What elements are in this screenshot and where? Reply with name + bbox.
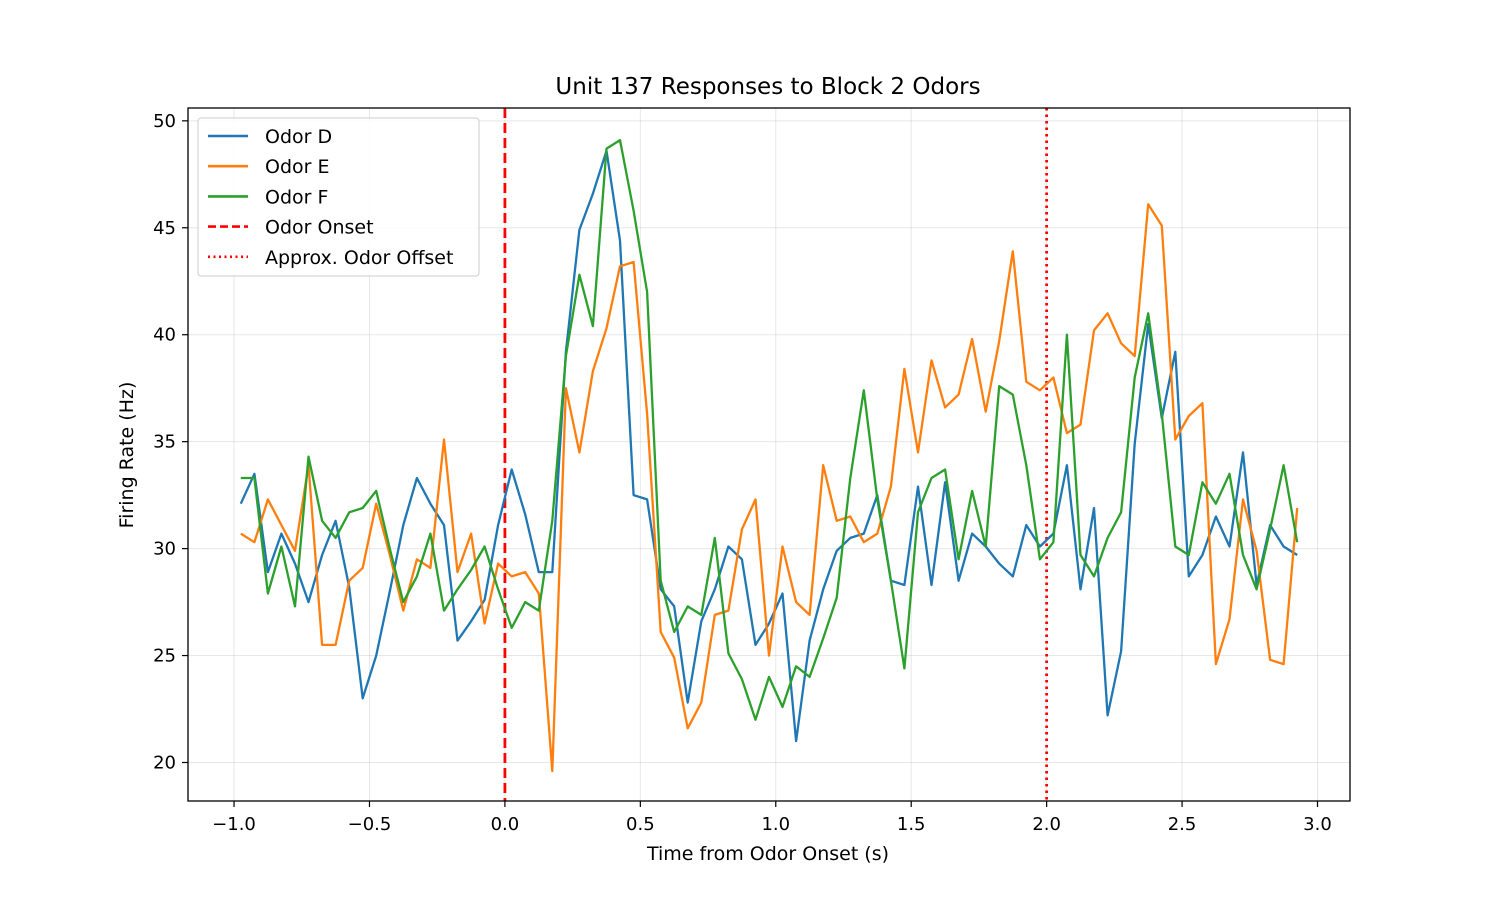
series-line-0 [239,149,1298,743]
legend-label-1: Odor E [265,156,330,178]
y-tick-label: 50 [153,111,176,132]
chart-title: Unit 137 Responses to Block 2 Odors [555,74,980,100]
reference-lines [503,108,1049,801]
legend-box [197,117,480,277]
x-axis-ticks: −1.0 −0.5 0.0 0.5 1.0 1.5 2.0 2.5 3.0 [212,801,1332,835]
x-tick-label: −0.5 [348,814,392,835]
y-tick-label: 25 [153,646,176,667]
x-tick-label: 0.5 [626,814,655,835]
x-tick-label: 2.5 [1168,814,1197,835]
series-line-1 [240,203,1299,773]
y-axis-label: Firing Rate (Hz) [116,382,138,529]
x-tick-label: 3.0 [1303,814,1332,835]
y-tick-label: 35 [153,432,176,453]
legend-label-0: Odor D [265,126,332,148]
data-series [239,138,1299,773]
x-tick-label: 1.0 [761,814,790,835]
y-axis-ticks: 20 25 30 35 40 45 50 [153,111,188,774]
x-tick-label: 0.0 [491,814,520,835]
x-tick-label: 2.0 [1032,814,1061,835]
y-tick-label: 40 [153,325,176,346]
series-line-2 [240,138,1299,721]
y-tick-label: 20 [153,753,176,774]
legend-label-2: Odor F [265,186,328,208]
y-tick-label: 45 [153,218,176,239]
legend-label-4: Approx. Odor Offset [265,247,453,269]
legend: Odor D Odor E Odor F Odor Onset Approx. Odor… [197,117,480,277]
y-tick-label: 30 [153,539,176,560]
x-tick-label: −1.0 [212,814,256,835]
legend-label-3: Odor Onset [265,217,374,239]
x-axis-label: Time from Odor Onset (s) [646,843,889,865]
x-tick-label: 1.5 [897,814,926,835]
plot-frame [187,107,1351,802]
